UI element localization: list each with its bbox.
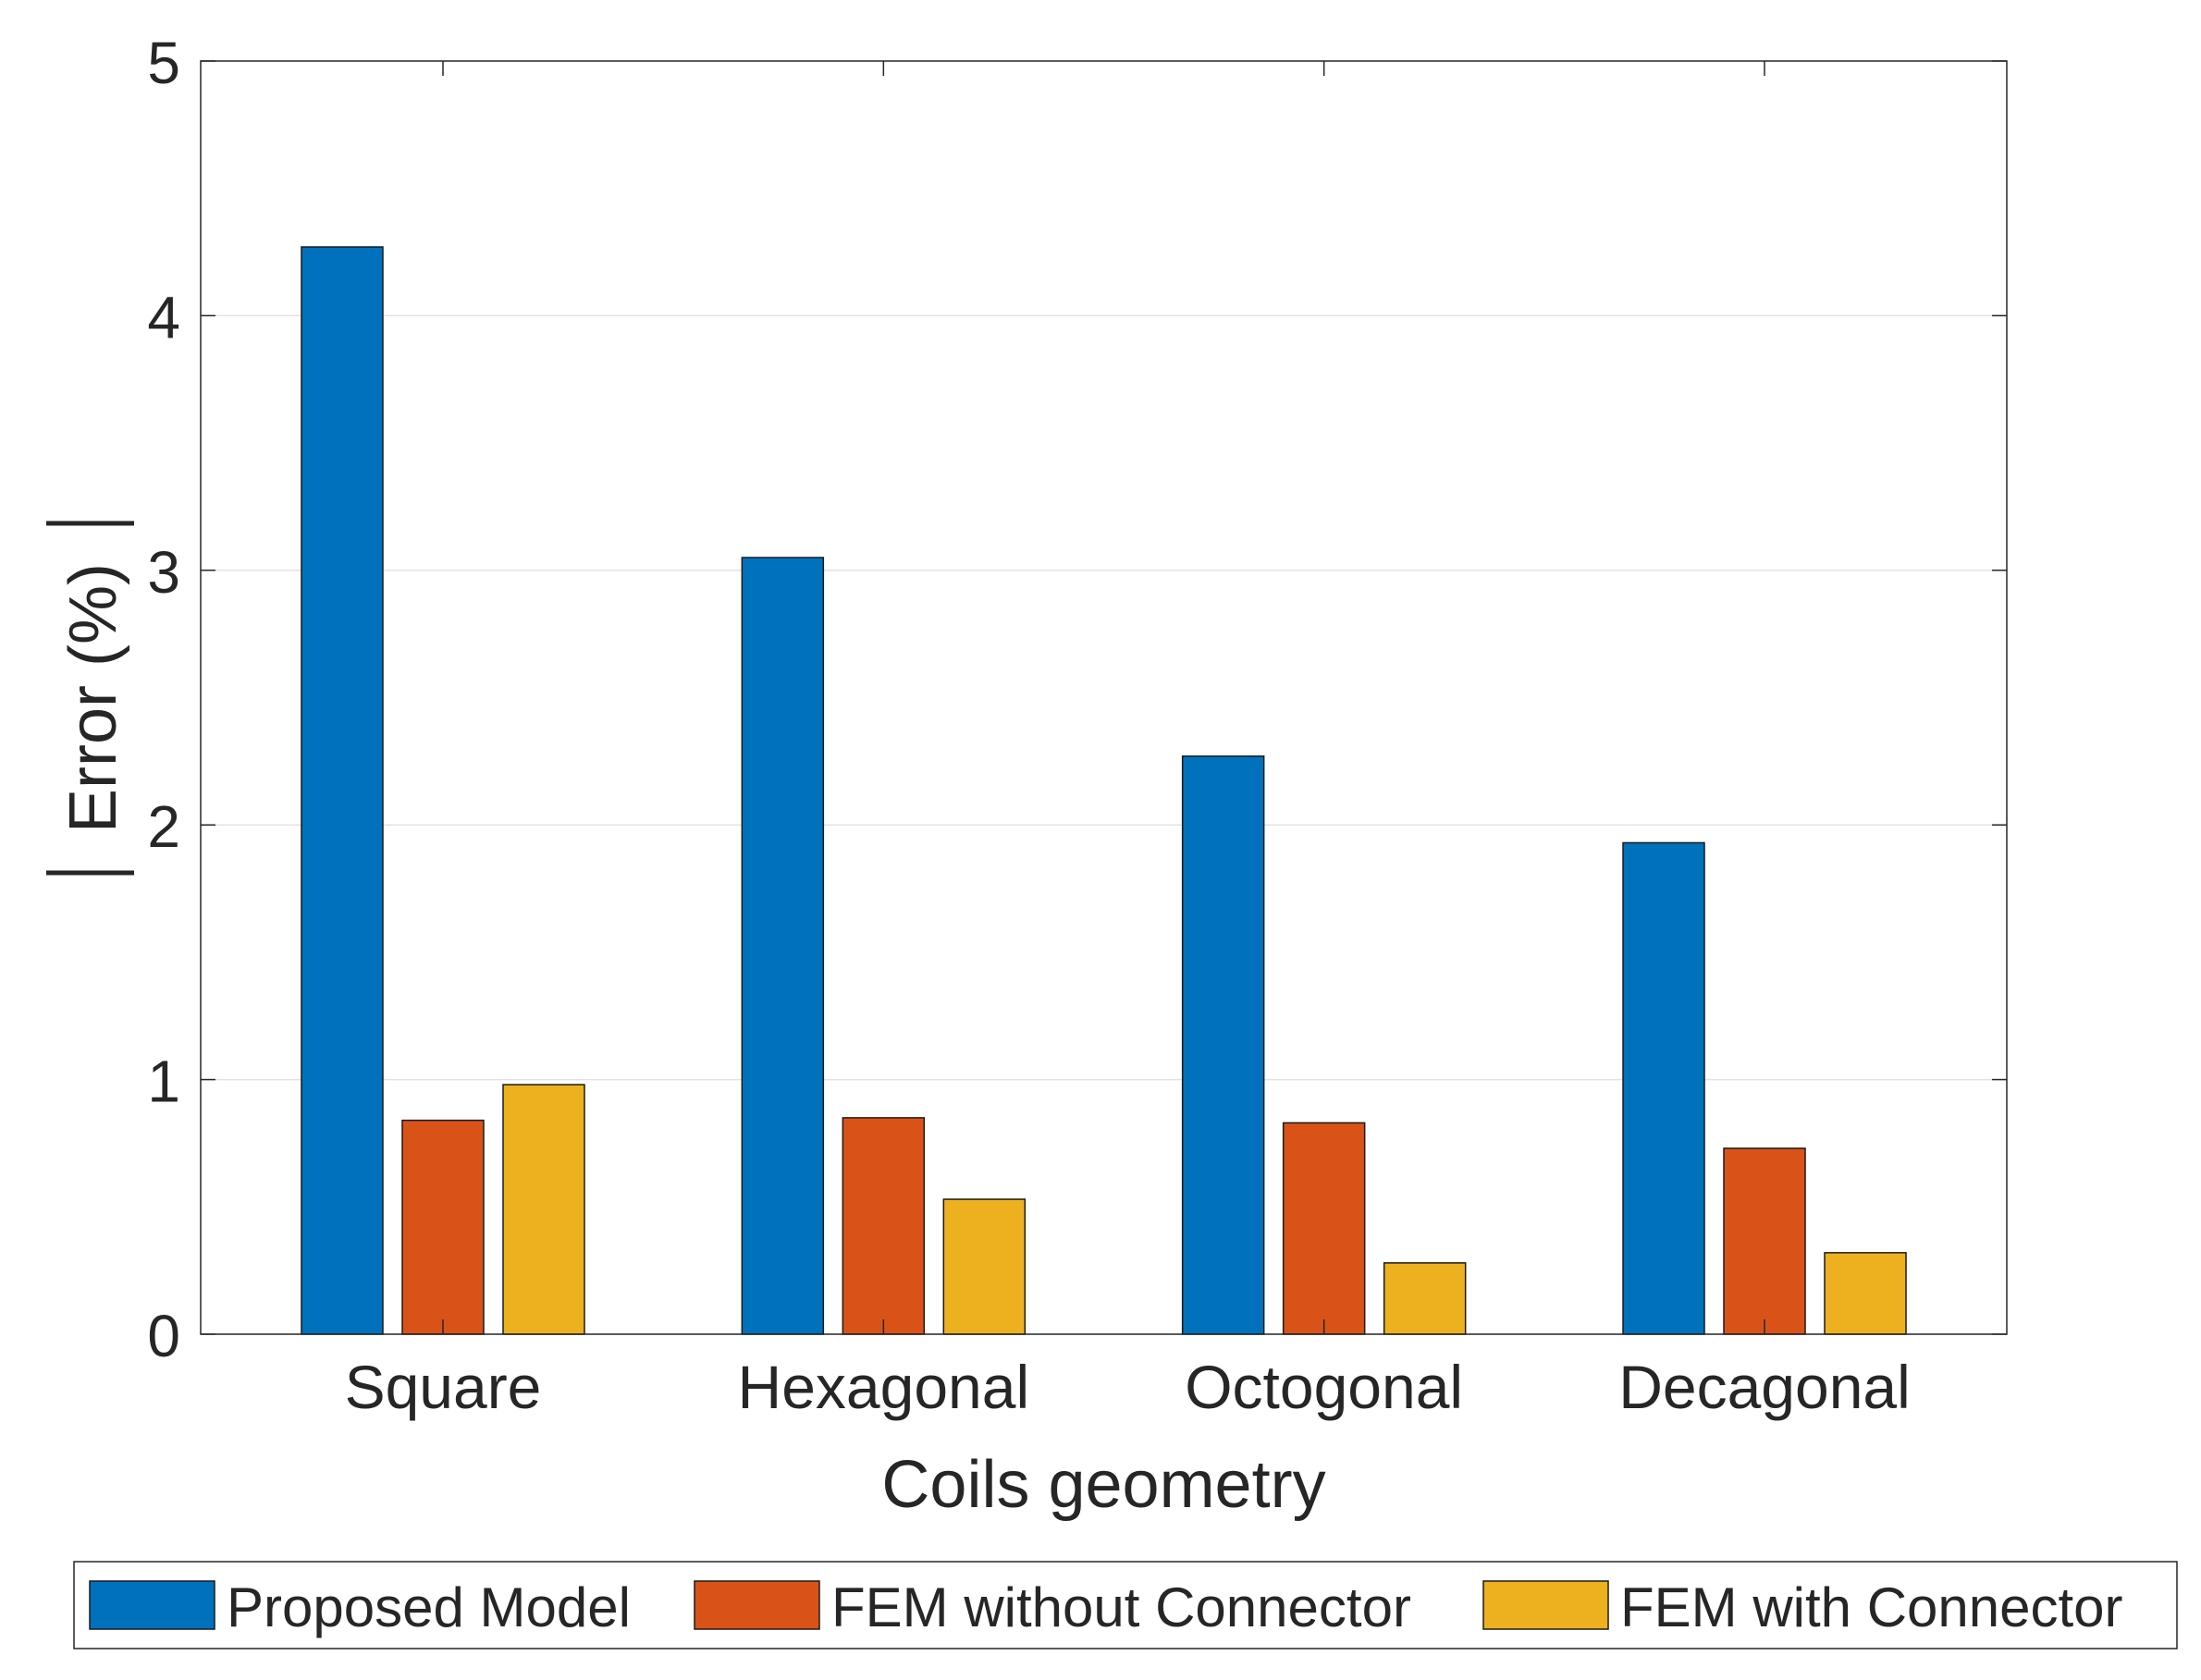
x-axis-label: Coils geometry [881, 1448, 1325, 1522]
plot-frame [200, 60, 2008, 1335]
legend-label: FEM with Connector [1620, 1576, 2123, 1638]
bar [502, 1084, 585, 1335]
bar [1282, 1122, 1366, 1335]
labels-layer: 0 1 2 3 4 5 Square Hexagonal Octogonal Decagonal [147, 30, 1910, 1421]
legend-swatch [694, 1580, 820, 1630]
bars-layer [301, 246, 1907, 1335]
bar [842, 1117, 926, 1335]
bar [401, 1119, 485, 1335]
x-tick-label: Decagonal [1618, 1353, 1911, 1421]
bar [1622, 841, 1705, 1335]
legend-label: FEM without Connector [831, 1576, 1411, 1638]
legend-swatch [1482, 1580, 1609, 1630]
legend-items: Proposed Model FEM without Connector FEM w… [89, 1576, 2123, 1638]
legend-label: Proposed Model [227, 1576, 631, 1638]
y-axis-label: Error (%) [56, 563, 130, 833]
ticks-layer [201, 60, 2007, 1335]
x-tick-label: Octogonal [1185, 1353, 1463, 1421]
bar [942, 1198, 1027, 1335]
y-tick-label: 0 [147, 1303, 180, 1369]
bar [1824, 1252, 1907, 1335]
bar [1181, 755, 1265, 1335]
legend-swatch [89, 1580, 215, 1630]
legend-box [73, 1561, 2178, 1649]
x-tick-label: Square [345, 1353, 542, 1421]
bar [1383, 1262, 1467, 1335]
y-tick-label: 1 [147, 1048, 180, 1115]
y-tick-label: 4 [147, 284, 180, 350]
y-axis-label-group: Error (%) [46, 521, 134, 876]
grid-layer [201, 314, 2007, 1081]
bar [1723, 1147, 1806, 1335]
y-tick-label: 2 [147, 793, 180, 860]
y-tick-label: 3 [147, 539, 180, 606]
y-tick-label: 5 [147, 30, 180, 96]
bar [301, 246, 384, 1335]
x-tick-label: Hexagonal [738, 1353, 1030, 1421]
bar [741, 557, 825, 1335]
legend: Proposed Model FEM without Connector FEM w… [73, 1561, 2178, 1649]
